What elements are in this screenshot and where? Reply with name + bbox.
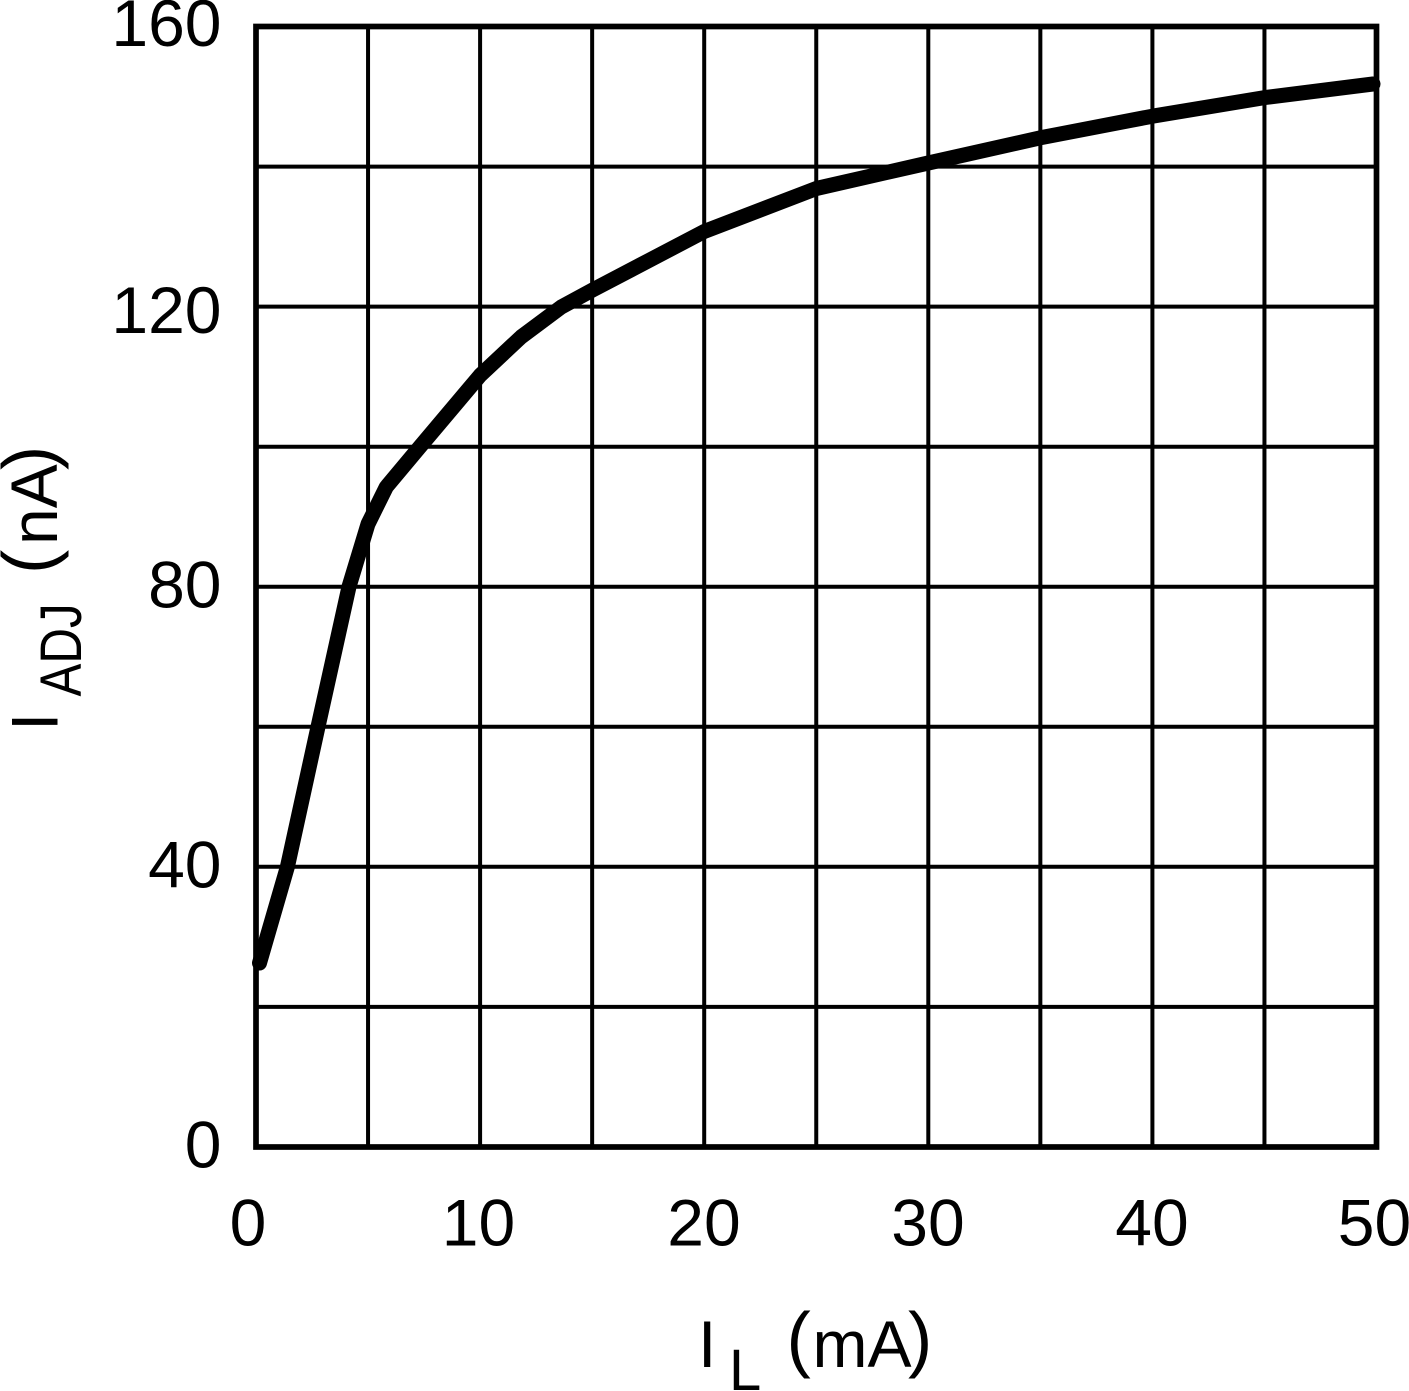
- svg-text:80: 80: [148, 548, 221, 622]
- svg-text:10: 10: [442, 1186, 515, 1260]
- svg-text:120: 120: [111, 273, 221, 347]
- svg-text:nA: nA: [0, 464, 71, 545]
- svg-text:160: 160: [111, 0, 221, 60]
- svg-text:20: 20: [667, 1186, 740, 1260]
- svg-text:(: (: [0, 550, 70, 574]
- svg-text:0: 0: [230, 1186, 267, 1260]
- svg-text:30: 30: [891, 1186, 964, 1260]
- svg-text:): ): [908, 1299, 932, 1380]
- svg-text:L: L: [729, 1338, 761, 1391]
- svg-text:): ): [0, 446, 70, 470]
- svg-text:50: 50: [1338, 1186, 1409, 1260]
- svg-text:I: I: [0, 713, 72, 731]
- svg-text:40: 40: [1115, 1186, 1188, 1260]
- svg-text:40: 40: [148, 828, 221, 902]
- svg-text:ADJ: ADJ: [29, 603, 94, 696]
- svg-text:I: I: [698, 1307, 716, 1381]
- svg-text:0: 0: [185, 1108, 222, 1182]
- svg-text:(: (: [787, 1299, 811, 1380]
- svg-text:mA: mA: [813, 1307, 912, 1381]
